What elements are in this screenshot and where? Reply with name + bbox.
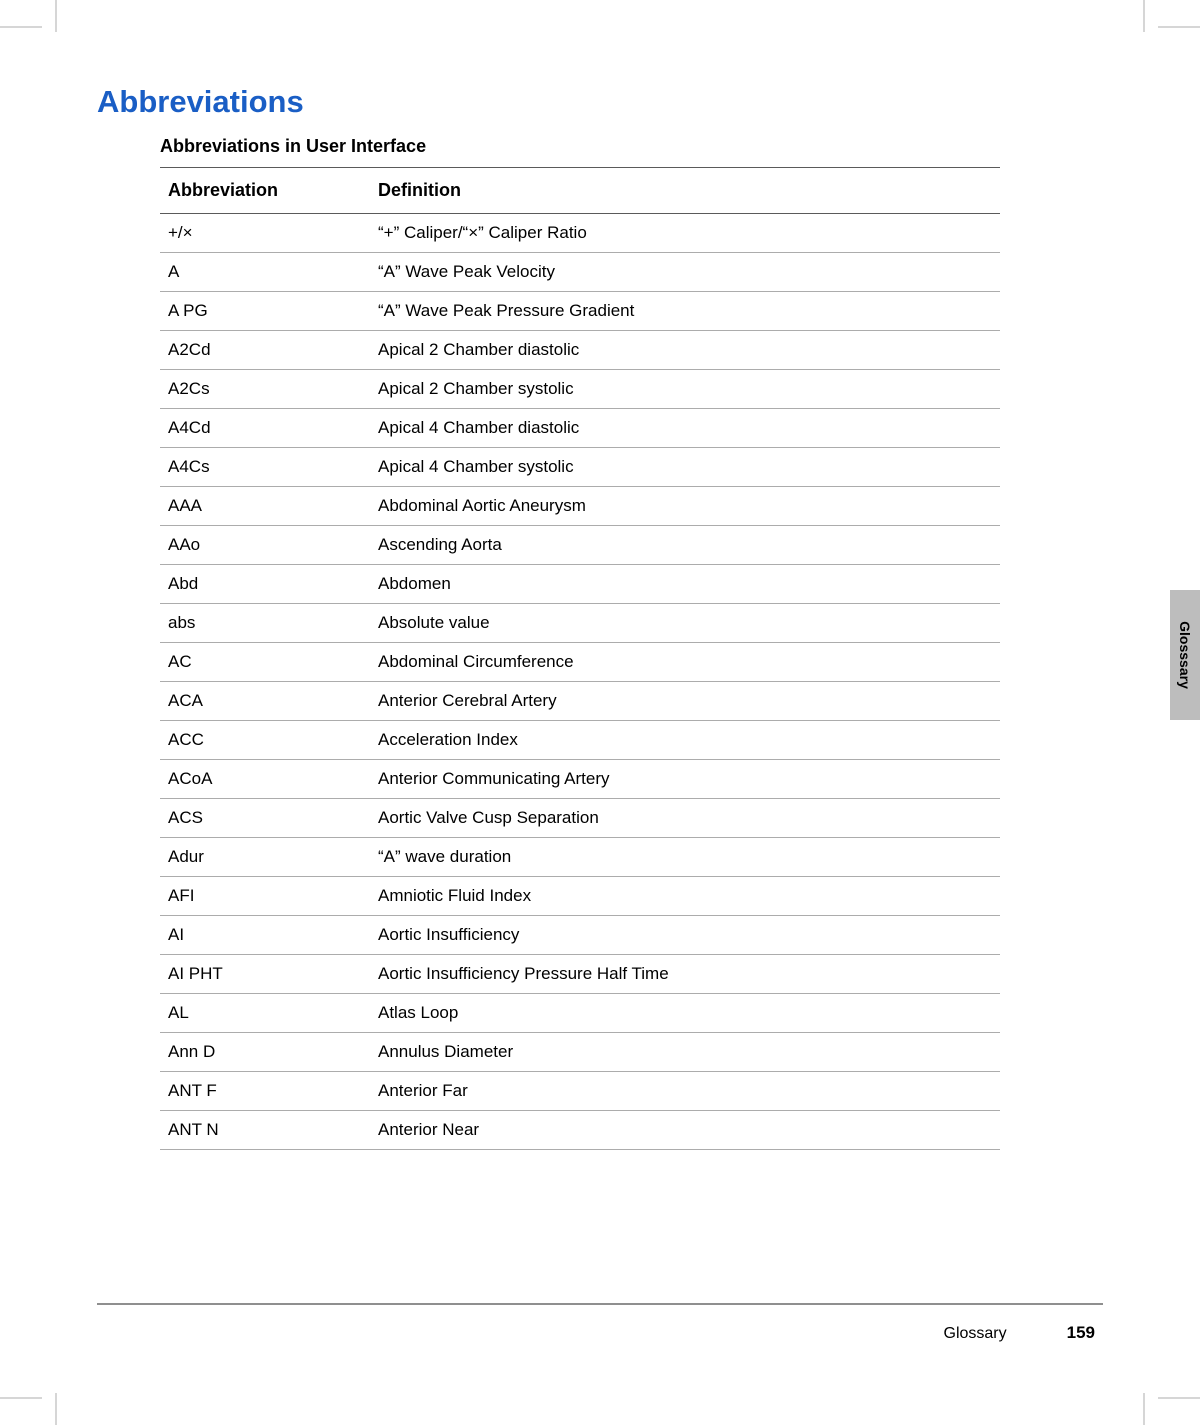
cell-definition: Ascending Aorta xyxy=(370,526,1000,565)
crop-mark xyxy=(0,26,42,28)
cell-definition: Anterior Far xyxy=(370,1072,1000,1111)
table-row: AIAortic Insufficiency xyxy=(160,916,1000,955)
table-row: ACAbdominal Circumference xyxy=(160,643,1000,682)
cell-definition: “A” Wave Peak Pressure Gradient xyxy=(370,292,1000,331)
cell-abbreviation: AL xyxy=(160,994,370,1033)
cell-definition: Apical 2 Chamber diastolic xyxy=(370,331,1000,370)
table-row: ACAAnterior Cerebral Artery xyxy=(160,682,1000,721)
cell-definition: “A” wave duration xyxy=(370,838,1000,877)
footer-page-number: 159 xyxy=(1067,1323,1095,1343)
cell-abbreviation: ACoA xyxy=(160,760,370,799)
table-row: ANT NAnterior Near xyxy=(160,1111,1000,1150)
cell-abbreviation: A2Cd xyxy=(160,331,370,370)
cell-definition: Abdominal Circumference xyxy=(370,643,1000,682)
cell-definition: Anterior Near xyxy=(370,1111,1000,1150)
cell-abbreviation: Abd xyxy=(160,565,370,604)
side-tab-label: Glosssary xyxy=(1177,621,1193,689)
table-row: AI PHTAortic Insufficiency Pressure Half… xyxy=(160,955,1000,994)
cell-abbreviation: ANT F xyxy=(160,1072,370,1111)
cell-definition: Anterior Cerebral Artery xyxy=(370,682,1000,721)
cell-definition: Acceleration Index xyxy=(370,721,1000,760)
crop-mark xyxy=(1158,1397,1200,1399)
cell-abbreviation: A4Cs xyxy=(160,448,370,487)
table-header-row: Abbreviation Definition xyxy=(160,168,1000,214)
table-row: absAbsolute value xyxy=(160,604,1000,643)
table-row: ACoAAnterior Communicating Artery xyxy=(160,760,1000,799)
cell-definition: Abdominal Aortic Aneurysm xyxy=(370,487,1000,526)
cell-abbreviation: AFI xyxy=(160,877,370,916)
cell-definition: Aortic Valve Cusp Separation xyxy=(370,799,1000,838)
cell-abbreviation: Ann D xyxy=(160,1033,370,1072)
table-row: ACCAcceleration Index xyxy=(160,721,1000,760)
cell-abbreviation: AC xyxy=(160,643,370,682)
table-row: ACSAortic Valve Cusp Separation xyxy=(160,799,1000,838)
cell-abbreviation: ANT N xyxy=(160,1111,370,1150)
cell-abbreviation: AAA xyxy=(160,487,370,526)
cell-abbreviation: A4Cd xyxy=(160,409,370,448)
table-row: A2CdApical 2 Chamber diastolic xyxy=(160,331,1000,370)
column-header-definition: Definition xyxy=(370,168,1000,214)
cell-definition: Annulus Diameter xyxy=(370,1033,1000,1072)
section-title: Abbreviations xyxy=(97,84,1103,120)
cell-definition: Abdomen xyxy=(370,565,1000,604)
cell-definition: Atlas Loop xyxy=(370,994,1000,1033)
table-row: ALAtlas Loop xyxy=(160,994,1000,1033)
table-row: A“A” Wave Peak Velocity xyxy=(160,253,1000,292)
cell-definition: “+” Caliper/“×” Caliper Ratio xyxy=(370,214,1000,253)
column-header-abbreviation: Abbreviation xyxy=(160,168,370,214)
cell-abbreviation: Adur xyxy=(160,838,370,877)
page-footer: Glossary 159 xyxy=(97,1303,1103,1343)
crop-mark xyxy=(55,0,57,32)
cell-abbreviation: abs xyxy=(160,604,370,643)
crop-mark xyxy=(1158,26,1200,28)
abbreviations-table: Abbreviation Definition +/×“+” Caliper/“… xyxy=(160,167,1000,1150)
table-row: A4CdApical 4 Chamber diastolic xyxy=(160,409,1000,448)
crop-mark xyxy=(0,1397,42,1399)
crop-mark xyxy=(1143,0,1145,32)
cell-abbreviation: +/× xyxy=(160,214,370,253)
table-row: Ann DAnnulus Diameter xyxy=(160,1033,1000,1072)
cell-abbreviation: A xyxy=(160,253,370,292)
table-row: +/×“+” Caliper/“×” Caliper Ratio xyxy=(160,214,1000,253)
table-row: AFIAmniotic Fluid Index xyxy=(160,877,1000,916)
crop-mark xyxy=(1143,1393,1145,1425)
cell-definition: Apical 2 Chamber systolic xyxy=(370,370,1000,409)
cell-definition: Aortic Insufficiency xyxy=(370,916,1000,955)
cell-abbreviation: AI xyxy=(160,916,370,955)
cell-definition: Apical 4 Chamber diastolic xyxy=(370,409,1000,448)
cell-abbreviation: A PG xyxy=(160,292,370,331)
cell-abbreviation: ACS xyxy=(160,799,370,838)
crop-mark xyxy=(55,1393,57,1425)
table-row: AbdAbdomen xyxy=(160,565,1000,604)
cell-definition: Apical 4 Chamber systolic xyxy=(370,448,1000,487)
cell-abbreviation: ACA xyxy=(160,682,370,721)
table-row: ANT FAnterior Far xyxy=(160,1072,1000,1111)
table-row: A2CsApical 2 Chamber systolic xyxy=(160,370,1000,409)
cell-abbreviation: AAo xyxy=(160,526,370,565)
cell-abbreviation: A2Cs xyxy=(160,370,370,409)
cell-definition: Absolute value xyxy=(370,604,1000,643)
cell-abbreviation: ACC xyxy=(160,721,370,760)
cell-definition: “A” Wave Peak Velocity xyxy=(370,253,1000,292)
table-row: A4CsApical 4 Chamber systolic xyxy=(160,448,1000,487)
table-row: AAAAbdominal Aortic Aneurysm xyxy=(160,487,1000,526)
cell-definition: Amniotic Fluid Index xyxy=(370,877,1000,916)
table-row: Adur“A” wave duration xyxy=(160,838,1000,877)
table-row: AAoAscending Aorta xyxy=(160,526,1000,565)
footer-section-label: Glossary xyxy=(944,1325,1007,1343)
cell-definition: Anterior Communicating Artery xyxy=(370,760,1000,799)
table-title: Abbreviations in User Interface xyxy=(160,136,1103,157)
cell-abbreviation: AI PHT xyxy=(160,955,370,994)
side-tab-glossary: Glosssary xyxy=(1170,590,1200,720)
table-row: A PG“A” Wave Peak Pressure Gradient xyxy=(160,292,1000,331)
page-content: Abbreviations Abbreviations in User Inte… xyxy=(97,60,1103,1365)
cell-definition: Aortic Insufficiency Pressure Half Time xyxy=(370,955,1000,994)
